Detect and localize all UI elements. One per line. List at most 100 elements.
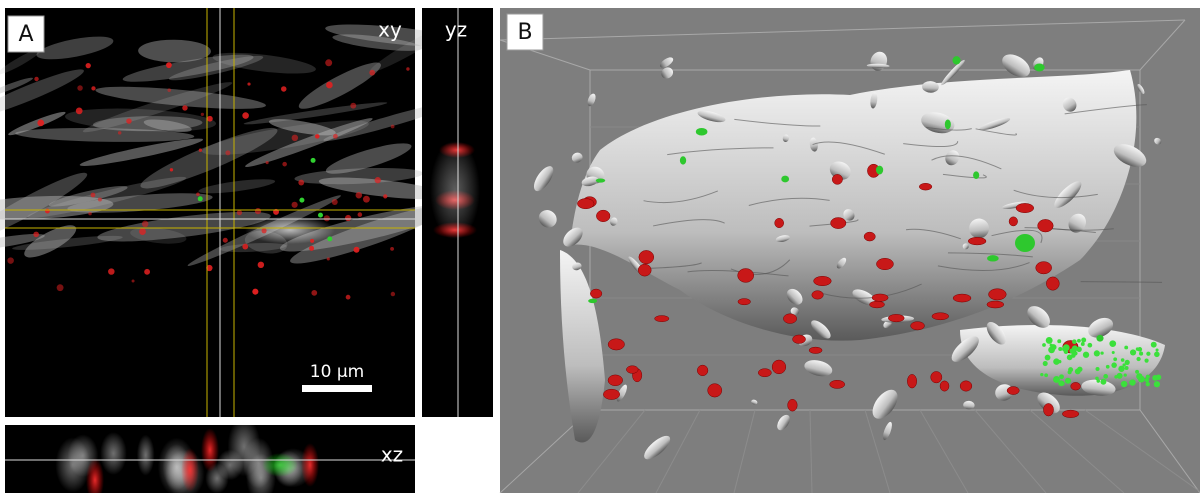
figure: 10 µm xy yz xz A B <box>0 0 1200 493</box>
bright-region <box>245 216 335 244</box>
red-particle-3d <box>758 369 771 377</box>
scale-bar <box>302 385 372 392</box>
red-particle-3d <box>989 289 1007 300</box>
red-particle-3d <box>1009 217 1018 226</box>
green-cluster-dot <box>1058 347 1062 351</box>
red-particle <box>144 269 150 275</box>
red-particle-3d <box>639 250 654 263</box>
red-particle <box>201 113 204 116</box>
green-particle-3d <box>987 255 999 261</box>
red-particle-3d <box>577 199 594 209</box>
green-cluster-dot <box>1151 342 1157 348</box>
green-particle-3d <box>680 156 686 164</box>
red-particle <box>37 119 44 126</box>
red-particle-3d <box>864 232 875 241</box>
red-particle-3d <box>738 299 751 305</box>
red-particle <box>91 193 96 198</box>
red-particle <box>282 162 287 167</box>
red-particle <box>369 70 375 76</box>
red-particle-3d <box>931 371 942 382</box>
red-particle-3d <box>968 237 986 245</box>
xz-view <box>5 417 415 493</box>
green-cluster-dot <box>1095 377 1099 381</box>
green-cluster-dot <box>1040 373 1043 376</box>
green-cluster-dot <box>1146 352 1150 356</box>
green-cluster-dot <box>1095 367 1099 371</box>
green-particle-3d <box>596 179 606 183</box>
red-particle-3d <box>772 360 786 374</box>
red-particle <box>196 192 200 196</box>
red-particle <box>354 247 360 253</box>
green-cluster-dot <box>1156 375 1162 381</box>
red-particle <box>356 192 362 198</box>
red-particle <box>309 246 314 251</box>
red-particle-3d <box>1071 382 1081 390</box>
green-cluster-dot <box>1130 349 1136 355</box>
red-particle-3d <box>590 289 602 298</box>
green-particle <box>318 213 323 218</box>
green-cluster-dot <box>1124 346 1128 350</box>
red-particle-3d <box>1062 410 1079 418</box>
red-particle <box>247 82 250 85</box>
red-particle-3d <box>1046 277 1059 290</box>
green-cluster-dot <box>1112 351 1115 354</box>
red-particle-3d <box>830 380 845 388</box>
red-particle <box>292 135 298 141</box>
red-particle <box>237 210 242 215</box>
green-cluster-dot <box>1136 357 1140 361</box>
red-particle-3d <box>907 374 916 388</box>
green-cluster-dot <box>1117 373 1123 379</box>
green-cluster-dot <box>1103 374 1108 379</box>
green-cluster-dot <box>1154 381 1160 387</box>
green-cluster-dot <box>1046 337 1053 344</box>
yz-view <box>422 8 493 417</box>
yz-label: yz <box>445 18 467 42</box>
white-signal <box>430 140 480 240</box>
red-particle <box>350 103 356 109</box>
red-particle-3d <box>960 381 972 391</box>
red-particle <box>310 239 314 243</box>
green-particle-3d <box>876 166 883 175</box>
red-particle <box>207 116 213 122</box>
surface-ridge <box>1081 282 1162 283</box>
red-particle-3d <box>1007 387 1019 395</box>
red-particle <box>167 88 171 92</box>
red-particle <box>345 215 351 221</box>
green-cluster-dot <box>1073 351 1077 355</box>
red-particle <box>326 82 333 89</box>
red-particle <box>118 131 121 134</box>
red-particle-3d <box>775 218 784 227</box>
green-cluster-dot <box>1137 347 1142 352</box>
green-cluster-dot <box>1044 373 1048 377</box>
red-particle <box>242 244 248 250</box>
green-cluster-dot <box>1106 365 1110 369</box>
green-cluster-dot <box>1065 378 1071 384</box>
red-particle <box>383 194 387 198</box>
green-cluster-dot <box>1125 366 1129 370</box>
green-cluster-dot <box>1042 343 1046 347</box>
green-cluster-dot <box>1121 358 1125 362</box>
green-cluster-dot <box>1057 339 1061 343</box>
green-signal <box>262 453 298 477</box>
red-particle <box>391 125 395 129</box>
red-particle <box>91 86 95 90</box>
red-particle-3d <box>932 313 949 320</box>
red-particle-3d <box>876 258 893 269</box>
red-particle <box>375 177 381 183</box>
green-cluster-dot <box>1064 350 1068 354</box>
red-particle-3d <box>809 347 822 353</box>
red-particle <box>57 284 64 291</box>
white-signal <box>217 450 244 481</box>
green-cluster-dot <box>1048 346 1055 353</box>
green-cluster-dot <box>1146 375 1150 379</box>
green-cluster-dot <box>1118 366 1124 372</box>
red-particle-3d <box>626 366 638 374</box>
red-particle <box>391 292 395 296</box>
green-cluster-dot <box>1058 360 1062 364</box>
red-particle <box>86 63 91 68</box>
red-particle-3d <box>638 264 651 276</box>
xy-view <box>0 8 472 417</box>
green-cluster-dot <box>1072 339 1077 344</box>
red-particle-3d <box>987 301 1004 308</box>
green-cluster-dot <box>1125 360 1130 365</box>
